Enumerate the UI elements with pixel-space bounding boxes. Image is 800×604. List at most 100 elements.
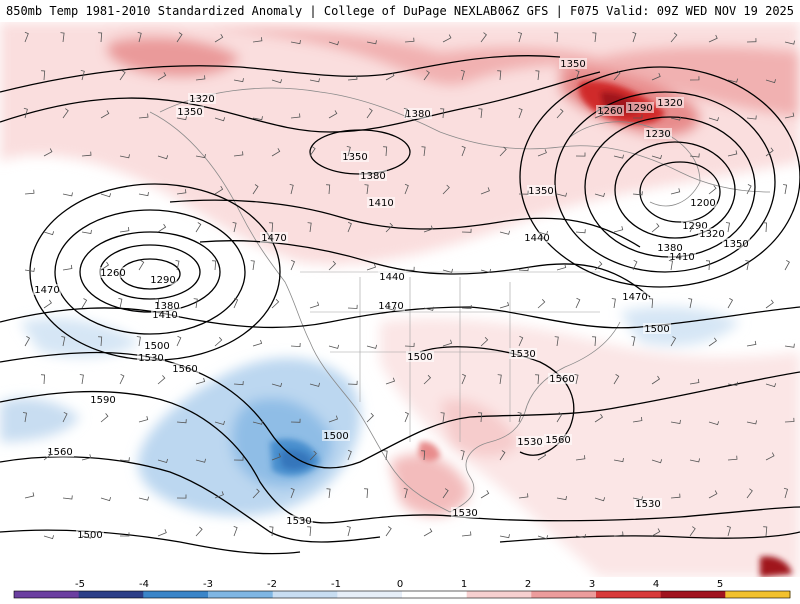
wind-barb: [670, 188, 681, 195]
wind-barb: [309, 301, 320, 309]
wind-barb: [575, 534, 586, 539]
wind-barb: [499, 230, 510, 235]
wind-barb: [138, 416, 149, 423]
wind-barb: [81, 534, 92, 539]
wind-barb: [746, 38, 757, 43]
colorbar-segment: [402, 591, 468, 598]
wind-barb: [765, 147, 774, 157]
wind-barb: [346, 146, 351, 157]
wind-barb: [138, 260, 145, 271]
wind-barb: [176, 116, 187, 121]
colorbar-outline: [13, 590, 791, 599]
wind-barb: [556, 412, 563, 423]
contour-label: 1350: [560, 59, 585, 70]
wind-barb: [745, 260, 750, 271]
wind-barb: [461, 228, 472, 233]
wind-barb: [214, 420, 225, 425]
wind-barb: [137, 32, 142, 43]
wind-barb: [688, 298, 693, 309]
wind-barb: [442, 268, 453, 273]
wind-barb: [195, 154, 206, 159]
wind-barb: [383, 146, 388, 157]
wind-barb: [575, 69, 580, 81]
contour-label-bg: [137, 352, 165, 363]
wind-barb: [81, 229, 92, 234]
wind-barb: [689, 458, 700, 463]
wind-barb: [708, 490, 718, 499]
wind-barb: [366, 344, 378, 349]
wind-barb: [592, 336, 597, 347]
wind-barb: [746, 488, 753, 499]
wind-barb: [499, 534, 510, 539]
contour-label: 1440: [379, 272, 404, 283]
wind-barb: [708, 34, 718, 43]
wind-barb: [537, 230, 548, 235]
wind-barb: [176, 419, 187, 424]
wind-barb: [651, 459, 663, 464]
contour-label: 1260: [100, 268, 125, 279]
wind-barb: [176, 494, 187, 499]
wind-barb: [480, 32, 487, 43]
wind-barb: [326, 184, 331, 195]
wind-barb: [537, 149, 547, 157]
contour-label: 1350: [342, 152, 367, 163]
wind-barb: [423, 306, 435, 311]
contour-label: 1230: [645, 129, 670, 140]
wind-barb: [460, 69, 465, 81]
wind-barb: [309, 78, 320, 83]
colorbar-tick-label: 3: [589, 579, 595, 590]
wind-barb: [326, 488, 331, 499]
wind-barb: [214, 491, 224, 499]
wind-barb: [212, 260, 217, 271]
contour-label: 1290: [627, 103, 652, 114]
wind-barb: [157, 529, 167, 537]
wind-barb: [784, 112, 795, 119]
contour-label-bg: [621, 291, 649, 302]
colorbar: -5 -4 -3 -2 -1 0 1 2 3 4 5: [0, 577, 800, 600]
contour-label-bg: [596, 105, 624, 116]
wind-barb: [233, 526, 238, 537]
wind-barb: [421, 146, 426, 157]
wind-barb: [670, 32, 678, 43]
wind-barb: [517, 412, 522, 423]
wind-barb: [784, 417, 795, 423]
wind-barb: [651, 72, 661, 81]
contour-label-bg: [626, 102, 654, 113]
wind-barb: [651, 154, 662, 160]
wind-barb: [765, 299, 774, 309]
wind-barb: [613, 154, 624, 159]
contour-label-bg: [341, 151, 369, 162]
colorbar-bar: [13, 590, 791, 599]
contour-label: 1560: [545, 435, 570, 446]
contour-label-bg: [151, 309, 179, 320]
colorbar-segment: [466, 591, 532, 598]
wind-barb: [290, 418, 301, 423]
contour-label: 1530: [517, 437, 542, 448]
wind-barb: [43, 299, 52, 309]
wind-barb: [136, 336, 141, 347]
wind-barb: [271, 79, 283, 84]
wind-barb: [289, 184, 294, 195]
contour-label: 1470: [34, 285, 59, 296]
contour-label: 1380: [405, 109, 430, 120]
wind-barb: [62, 264, 73, 271]
wind-barb: [440, 108, 445, 119]
wind-barb: [404, 342, 415, 347]
colorbar-tick-label: -3: [203, 579, 213, 590]
contour-label-bg: [378, 271, 406, 282]
wind-barb: [423, 70, 430, 81]
contour-label-bg: [285, 515, 313, 526]
wind-barb: [670, 336, 677, 347]
wind-barb: [157, 72, 167, 81]
contour-label-bg: [689, 197, 717, 208]
contour-label: 1530: [635, 499, 660, 510]
wind-barb: [24, 492, 35, 499]
wind-barb: [22, 412, 27, 423]
wind-barbs: [22, 31, 795, 540]
contour-label: 1560: [47, 447, 72, 458]
wind-barb: [252, 116, 263, 121]
contour-label-bg: [404, 108, 432, 119]
wind-barb: [385, 377, 396, 385]
wind-barb: [157, 155, 169, 160]
